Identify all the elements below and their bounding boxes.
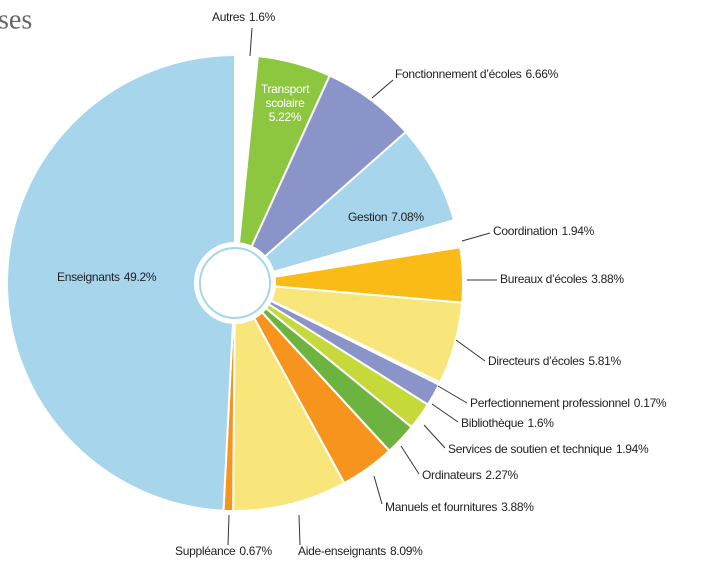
value-label: 49.2% bbox=[124, 270, 157, 284]
category-label: Fonctionnement d’écoles bbox=[395, 67, 522, 81]
category-label: Services de soutien et technique bbox=[448, 442, 612, 456]
leader-line bbox=[400, 445, 420, 475]
leader-line bbox=[455, 339, 486, 362]
value-label: 1.6% bbox=[249, 10, 276, 24]
category-label: Gestion bbox=[348, 210, 387, 224]
leader-line bbox=[298, 514, 301, 546]
value-label: 0.67% bbox=[239, 544, 272, 558]
category-label: Perfectionnement professionnel bbox=[470, 396, 630, 410]
category-label: Coordination bbox=[493, 224, 557, 238]
value-label: 8.09% bbox=[390, 544, 423, 558]
category-label: Aide-enseignants bbox=[298, 544, 386, 558]
pie-slice bbox=[232, 316, 346, 512]
category-label: Bureaux d’écoles bbox=[500, 272, 588, 286]
value-label: 7.08% bbox=[391, 210, 424, 224]
value-label: 1.94% bbox=[561, 224, 594, 238]
slice-label: Bibliothèque 1.6% bbox=[461, 416, 554, 430]
category-label: Enseignants bbox=[57, 270, 120, 284]
label-part: 5.22% bbox=[268, 110, 302, 124]
leader-line bbox=[371, 79, 394, 99]
center-ring bbox=[199, 247, 271, 319]
slice-label: Gestion 7.08% bbox=[348, 210, 424, 224]
slice-label: Coordination 1.94% bbox=[493, 224, 595, 238]
value-label: 3.88% bbox=[591, 272, 624, 286]
value-label: 6.66% bbox=[526, 67, 559, 81]
value-label: 2.27% bbox=[485, 468, 518, 482]
slice-label: Manuels et fournitures 3.88% bbox=[385, 500, 534, 514]
category-label: Manuels et fournitures bbox=[385, 500, 497, 514]
leader-line bbox=[373, 475, 383, 505]
category-label: Bibliothèque bbox=[461, 416, 524, 430]
category-label: Autres bbox=[212, 10, 245, 24]
value-label: 1.6% bbox=[527, 416, 554, 430]
slice-label: Directeurs d’écoles 5.81% bbox=[488, 354, 621, 368]
slice-label: Fonctionnement d’écoles 6.66% bbox=[395, 67, 559, 81]
label-part: Transport scolaire bbox=[260, 82, 310, 110]
leader-line bbox=[423, 424, 446, 449]
value-label: 5.81% bbox=[588, 354, 621, 368]
pie-slice bbox=[6, 53, 236, 512]
slice-label: Ordinateurs 2.27% bbox=[422, 468, 519, 482]
slice-label: Enseignants 49.2% bbox=[57, 270, 157, 284]
chart-title: ses bbox=[0, 4, 32, 35]
value-label: 0.17% bbox=[634, 396, 667, 410]
value-label: 1.94% bbox=[616, 442, 649, 456]
slice-label: Aide-enseignants 8.09% bbox=[298, 544, 423, 558]
leader-line bbox=[431, 403, 459, 423]
category-label: Suppléance bbox=[175, 544, 236, 558]
slice-label: Bureaux d’écoles 3.88% bbox=[500, 272, 624, 286]
category-label: Directeurs d’écoles bbox=[488, 354, 585, 368]
leader-line bbox=[249, 27, 253, 57]
slice-label: Autres 1.6% bbox=[212, 10, 276, 24]
category-label: Ordinateurs bbox=[422, 468, 482, 482]
leader-line bbox=[437, 385, 468, 404]
leader-line bbox=[461, 232, 491, 242]
slice-label: Services de soutien et technique 1.94% bbox=[448, 442, 649, 456]
leader-line bbox=[227, 514, 230, 546]
value-label: 3.88% bbox=[501, 500, 534, 514]
slice-label: Perfectionnement professionnel 0.17% bbox=[470, 396, 667, 410]
slice-label: Suppléance 0.67% bbox=[175, 544, 273, 558]
pie-slice bbox=[263, 130, 456, 274]
